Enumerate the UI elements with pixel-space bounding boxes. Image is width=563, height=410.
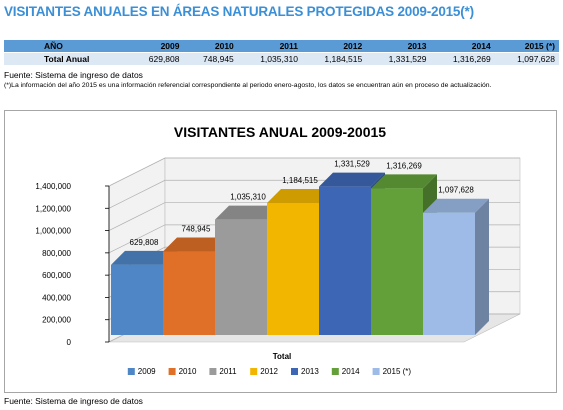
data-label: 1,184,515 bbox=[282, 176, 318, 185]
table-header-cell: AÑO bbox=[4, 40, 130, 53]
legend-swatch bbox=[250, 368, 258, 375]
table-cell: 629,808 bbox=[129, 52, 184, 65]
y-tick-label: 1,400,000 bbox=[35, 182, 71, 191]
table-cell: Total Anual bbox=[4, 52, 130, 65]
legend-label: 2015 (*) bbox=[383, 367, 412, 376]
legend-swatch bbox=[127, 368, 135, 375]
bar-top bbox=[215, 205, 281, 220]
x-category-label: Total bbox=[273, 352, 292, 361]
y-tick-label: 200,000 bbox=[42, 316, 71, 325]
table-cell: 1,035,310 bbox=[237, 52, 303, 65]
y-tick-label: 0 bbox=[67, 338, 72, 347]
gridline bbox=[108, 157, 520, 187]
bar-top bbox=[163, 237, 229, 252]
bar-2011 bbox=[215, 219, 267, 335]
source-note: Fuente: Sistema de ingreso de datos bbox=[4, 70, 143, 80]
y-tick-label: 600,000 bbox=[42, 271, 71, 280]
y-tick-label: 1,200,000 bbox=[35, 204, 71, 213]
y-tick-label: 400,000 bbox=[42, 293, 71, 302]
bar-top bbox=[423, 198, 489, 213]
footnote: (*)La información del año 2015 es una in… bbox=[4, 82, 492, 89]
legend-label: 2012 bbox=[260, 367, 278, 376]
bar-top bbox=[319, 172, 385, 187]
y-tick-label: 1,000,000 bbox=[35, 227, 71, 236]
y-tick-label: 800,000 bbox=[42, 249, 71, 258]
legend-label: 2013 bbox=[301, 367, 319, 376]
legend-swatch bbox=[372, 368, 380, 375]
bar-2012 bbox=[267, 203, 319, 335]
bar-top bbox=[111, 250, 177, 265]
table-header-cell: 2010 bbox=[183, 40, 238, 53]
chart-title: VISITANTES ANUAL 2009-20015 bbox=[174, 124, 386, 140]
bar-2010 bbox=[163, 251, 215, 335]
legend-swatch bbox=[209, 368, 217, 375]
table-cell: 748,945 bbox=[183, 52, 238, 65]
bar-2009 bbox=[111, 264, 163, 335]
bar-2015 bbox=[423, 212, 475, 335]
data-label: 748,945 bbox=[182, 225, 211, 234]
table-cell: 1,097,628 bbox=[494, 52, 559, 65]
bar-side bbox=[475, 198, 489, 335]
legend-label: 2010 bbox=[179, 367, 197, 376]
legend-swatch bbox=[331, 368, 339, 375]
bar-top bbox=[371, 174, 437, 189]
table-header-cell: 2009 bbox=[129, 40, 184, 53]
table-header-cell: 2012 bbox=[302, 40, 367, 53]
data-label: 1,331,529 bbox=[334, 160, 370, 169]
table-header-cell: 2014 bbox=[430, 40, 495, 53]
table-cell: 1,316,269 bbox=[430, 52, 495, 65]
table-header-row: AÑO 2009 2010 2011 2012 2013 2014 2015 (… bbox=[4, 40, 559, 53]
table-row: Total Anual 629,808 748,945 1,035,310 1,… bbox=[4, 52, 559, 65]
table-header-cell: 2013 bbox=[366, 40, 431, 53]
bar-chart: VISITANTES ANUAL 2009-20015 0 200,000 400,0… bbox=[35, 124, 521, 376]
table-header-cell: 2015 (*) bbox=[494, 40, 559, 53]
page-title: VISITANTES ANUALES EN ÁREAS NATURALES PR… bbox=[4, 4, 474, 19]
visitors-table: AÑO 2009 2010 2011 2012 2013 2014 2015 (… bbox=[4, 40, 559, 65]
legend-swatch bbox=[168, 368, 176, 375]
data-label: 629,808 bbox=[130, 238, 159, 247]
legend-label: 2011 bbox=[219, 367, 237, 376]
bar-2013 bbox=[319, 186, 371, 335]
table-cell: 1,184,515 bbox=[302, 52, 367, 65]
table-header-cell: 2011 bbox=[237, 40, 303, 53]
legend-label: 2014 bbox=[342, 367, 360, 376]
data-label: 1,316,269 bbox=[386, 161, 422, 170]
data-label: 1,035,310 bbox=[230, 193, 266, 202]
chart-container: VISITANTES ANUAL 2009-20015 0 200,000 400,0… bbox=[4, 110, 557, 393]
legend-label: 2009 bbox=[138, 367, 156, 376]
bottom-source-note: Fuente: Sistema de ingreso de datos bbox=[4, 396, 143, 406]
legend-swatch bbox=[291, 368, 298, 375]
table-cell: 1,331,529 bbox=[366, 52, 431, 65]
bar-2014 bbox=[371, 188, 423, 335]
data-label: 1,097,628 bbox=[438, 186, 474, 195]
bar-top bbox=[267, 189, 333, 204]
